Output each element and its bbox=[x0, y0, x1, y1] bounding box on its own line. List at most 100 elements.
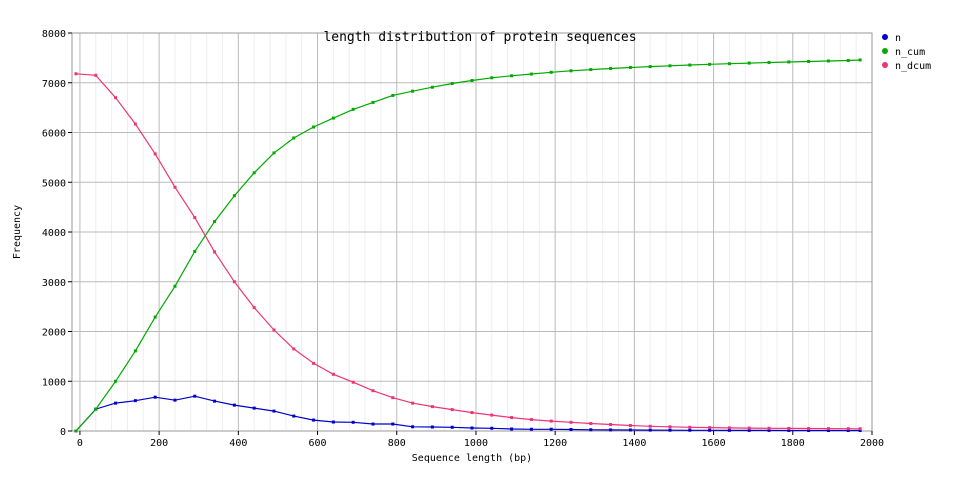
data-point bbox=[292, 136, 296, 140]
data-point bbox=[807, 429, 811, 433]
data-point bbox=[232, 194, 236, 198]
x-tick-label: 1800 bbox=[781, 438, 805, 449]
data-point bbox=[727, 62, 731, 66]
data-point bbox=[213, 399, 217, 403]
legend-label: n_dcum bbox=[895, 61, 931, 72]
data-point bbox=[114, 96, 118, 100]
x-tick-label: 1200 bbox=[543, 438, 567, 449]
data-point bbox=[94, 73, 98, 77]
data-point bbox=[371, 422, 375, 426]
data-point bbox=[628, 424, 632, 428]
data-point bbox=[312, 125, 316, 129]
data-point bbox=[787, 60, 791, 64]
data-point bbox=[153, 315, 157, 319]
data-point bbox=[767, 426, 771, 430]
x-tick-label: 200 bbox=[150, 438, 168, 449]
data-point bbox=[252, 406, 256, 410]
y-tick-label: 8000 bbox=[42, 29, 66, 40]
series-layer bbox=[74, 58, 862, 433]
data-point bbox=[391, 93, 395, 97]
data-point bbox=[708, 426, 712, 430]
data-point bbox=[232, 403, 236, 407]
legend-label: n_cum bbox=[895, 47, 925, 58]
data-point bbox=[252, 306, 256, 310]
data-point bbox=[371, 389, 375, 393]
legend-marker bbox=[882, 34, 888, 40]
data-point bbox=[490, 426, 494, 430]
data-point bbox=[74, 429, 78, 433]
data-point bbox=[767, 61, 771, 65]
x-axis-title: Sequence length (bp) bbox=[412, 453, 532, 464]
series-n-cum bbox=[74, 58, 862, 433]
data-point bbox=[331, 116, 335, 120]
data-point bbox=[787, 428, 791, 432]
data-point bbox=[153, 395, 157, 399]
data-point bbox=[787, 426, 791, 430]
data-point bbox=[510, 74, 514, 78]
data-point bbox=[826, 429, 830, 433]
data-point bbox=[747, 428, 751, 432]
x-tick-label: 400 bbox=[229, 438, 247, 449]
data-point bbox=[133, 399, 137, 403]
data-point bbox=[252, 171, 256, 175]
data-point bbox=[173, 284, 177, 288]
data-point bbox=[529, 72, 533, 76]
data-point bbox=[133, 349, 137, 353]
data-point bbox=[858, 429, 862, 433]
x-axis-ticks: 0 200 400 600 800 1000 1200 1400 1600 1800 2000 bbox=[77, 431, 884, 449]
data-point bbox=[272, 409, 276, 413]
chart-title: length distribution of protein sequences bbox=[323, 30, 636, 45]
x-tick-label: 600 bbox=[309, 438, 327, 449]
data-point bbox=[846, 429, 850, 433]
data-point bbox=[331, 420, 335, 424]
data-point bbox=[609, 428, 613, 432]
data-point bbox=[232, 280, 236, 284]
data-point bbox=[628, 428, 632, 432]
series-n-dcum bbox=[74, 72, 862, 431]
data-point bbox=[668, 64, 672, 68]
data-point bbox=[490, 76, 494, 80]
data-point bbox=[411, 89, 415, 93]
data-point bbox=[74, 72, 78, 76]
major-grid bbox=[72, 32, 873, 432]
data-point bbox=[609, 66, 613, 70]
data-point bbox=[173, 398, 177, 402]
legend: n n_cum n_dcum bbox=[882, 33, 931, 72]
data-point bbox=[688, 425, 692, 429]
data-point bbox=[411, 425, 415, 429]
data-point bbox=[213, 220, 217, 224]
data-point bbox=[826, 59, 830, 63]
data-point bbox=[213, 250, 217, 254]
data-point bbox=[609, 423, 613, 427]
data-point bbox=[529, 418, 533, 422]
data-point bbox=[688, 428, 692, 432]
data-point bbox=[569, 420, 573, 424]
data-point bbox=[470, 426, 474, 430]
data-point bbox=[688, 63, 692, 67]
legend-marker bbox=[882, 62, 888, 68]
data-point bbox=[133, 122, 137, 126]
data-point bbox=[391, 422, 395, 426]
data-point bbox=[411, 401, 415, 405]
data-point bbox=[430, 85, 434, 89]
data-point bbox=[826, 427, 830, 431]
y-tick-label: 7000 bbox=[42, 79, 66, 90]
data-point bbox=[708, 62, 712, 66]
data-point bbox=[272, 328, 276, 332]
data-point bbox=[351, 420, 355, 424]
y-axis-ticks: 0 1000 2000 3000 4000 5000 6000 7000 8000 bbox=[42, 29, 72, 438]
data-point bbox=[708, 428, 712, 432]
y-tick-label: 5000 bbox=[42, 178, 66, 189]
data-point bbox=[668, 425, 672, 429]
data-point bbox=[193, 216, 197, 220]
data-point bbox=[450, 408, 454, 412]
x-tick-label: 800 bbox=[388, 438, 406, 449]
data-point bbox=[470, 411, 474, 415]
data-point bbox=[807, 59, 811, 63]
data-point bbox=[450, 425, 454, 429]
data-point bbox=[351, 380, 355, 384]
data-point bbox=[173, 185, 177, 189]
data-point bbox=[747, 426, 751, 430]
